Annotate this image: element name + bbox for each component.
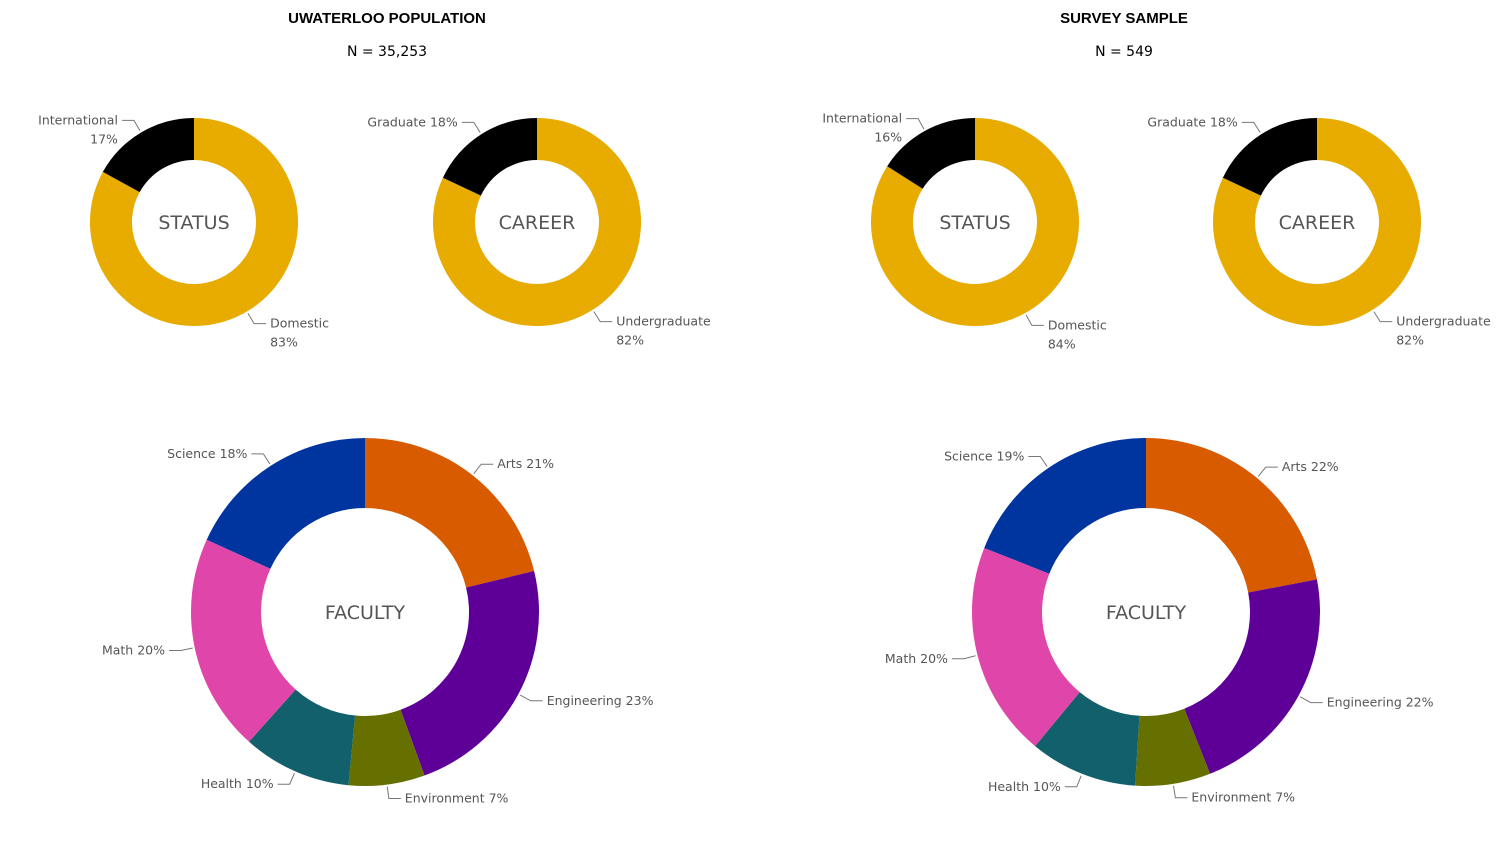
leader-line-science bbox=[251, 453, 271, 465]
panel-title-survey: SURVEY SAMPLE bbox=[1060, 10, 1188, 27]
slice-math bbox=[190, 539, 296, 742]
leader-line-health bbox=[277, 773, 295, 785]
slice-label-arts: Arts 22% bbox=[1282, 459, 1339, 474]
slice-graduate bbox=[1222, 118, 1317, 196]
leader-line-math bbox=[168, 647, 193, 651]
leader-line-undergraduate bbox=[593, 311, 613, 323]
donut-chart-status-3: Domestic 84% International 16% STATUS bbox=[822, 111, 1107, 352]
leader-line-graduate bbox=[1241, 121, 1261, 133]
slice-engineering bbox=[1184, 579, 1321, 774]
panel-title-population: UWATERLOO POPULATION bbox=[288, 10, 486, 27]
donut-chart-faculty-2: Arts 21% Engineering 23% Environment 7% Hea… bbox=[102, 437, 654, 805]
donut-chart-status-0: Domestic 83% International 17% STATUS bbox=[38, 112, 329, 349]
panel-subtitle-population: N = 35,253 bbox=[347, 44, 427, 60]
slice-label-health: Health 10% bbox=[988, 779, 1061, 794]
slice-label-graduate: Graduate 18% bbox=[1147, 114, 1237, 129]
slice-label-international: International 16% bbox=[822, 111, 902, 145]
slice-health bbox=[248, 689, 356, 786]
slice-science bbox=[984, 438, 1146, 574]
center-label-faculty: FACULTY bbox=[1106, 602, 1187, 624]
slice-international bbox=[102, 117, 194, 193]
slice-environment bbox=[1135, 708, 1211, 787]
leader-line-undergraduate bbox=[1373, 311, 1393, 323]
slice-engineering bbox=[400, 570, 540, 776]
leader-line-domestic bbox=[1025, 314, 1044, 326]
slice-label-health: Health 10% bbox=[201, 776, 274, 791]
slice-math bbox=[972, 547, 1080, 747]
leader-line-environment bbox=[1173, 785, 1188, 799]
slice-label-science: Science 19% bbox=[944, 449, 1024, 464]
slice-label-math: Math 20% bbox=[885, 651, 948, 666]
center-label-status: STATUS bbox=[939, 212, 1010, 234]
panel-subtitle-survey: N = 549 bbox=[1095, 44, 1153, 60]
slice-health bbox=[1035, 692, 1140, 786]
slice-label-math: Math 20% bbox=[102, 643, 165, 658]
slice-label-international: International 17% bbox=[38, 112, 118, 146]
slice-graduate bbox=[442, 118, 537, 196]
leader-line-engineering bbox=[1299, 696, 1323, 704]
leader-line-environment bbox=[386, 786, 401, 799]
leader-line-health bbox=[1064, 775, 1082, 788]
center-label-faculty: FACULTY bbox=[325, 602, 406, 624]
slice-label-graduate: Graduate 18% bbox=[367, 114, 457, 129]
donut-chart-career-4: Undergraduate 82% Graduate 18% CAREER bbox=[1147, 114, 1491, 347]
slice-international bbox=[887, 118, 975, 189]
slice-label-environment: Environment 7% bbox=[1191, 790, 1295, 805]
leader-line-domestic bbox=[247, 312, 267, 325]
leader-line-international bbox=[906, 118, 925, 130]
slice-label-undergraduate: Undergraduate 82% bbox=[1396, 314, 1491, 348]
leader-line-science bbox=[1028, 456, 1048, 467]
slice-label-science: Science 18% bbox=[167, 446, 247, 461]
leader-line-international bbox=[121, 119, 141, 132]
slice-label-environment: Environment 7% bbox=[405, 790, 509, 805]
center-label-career: CAREER bbox=[499, 212, 576, 234]
slice-domestic bbox=[870, 118, 1079, 326]
slice-label-arts: Arts 21% bbox=[497, 456, 554, 471]
slice-label-domestic: Domestic 84% bbox=[1048, 317, 1107, 351]
leader-line-math bbox=[951, 655, 976, 660]
slice-domestic bbox=[89, 118, 298, 326]
slice-arts bbox=[365, 437, 535, 588]
slice-science bbox=[206, 438, 365, 569]
charts-group: Domestic 83% International 17% STATUS Undergr… bbox=[38, 111, 1491, 806]
slice-arts bbox=[1146, 438, 1317, 593]
center-label-status: STATUS bbox=[158, 212, 229, 234]
slice-environment bbox=[348, 709, 425, 786]
center-label-career: CAREER bbox=[1279, 212, 1356, 234]
leader-line-graduate bbox=[461, 121, 481, 133]
slice-label-undergraduate: Undergraduate 82% bbox=[616, 314, 711, 348]
slice-label-domestic: Domestic 83% bbox=[270, 316, 329, 350]
leader-line-arts bbox=[473, 463, 494, 474]
leader-line-engineering bbox=[519, 694, 543, 702]
slice-undergraduate bbox=[433, 118, 642, 327]
donut-chart-career-1: Undergraduate 82% Graduate 18% CAREER bbox=[367, 114, 711, 347]
slice-label-engineering: Engineering 22% bbox=[1327, 695, 1434, 710]
donut-chart-faculty-5: Arts 22% Engineering 22% Environment 7% Hea… bbox=[885, 438, 1434, 805]
slice-label-engineering: Engineering 23% bbox=[547, 693, 654, 708]
slice-undergraduate bbox=[1213, 118, 1422, 326]
leader-line-arts bbox=[1257, 466, 1278, 477]
